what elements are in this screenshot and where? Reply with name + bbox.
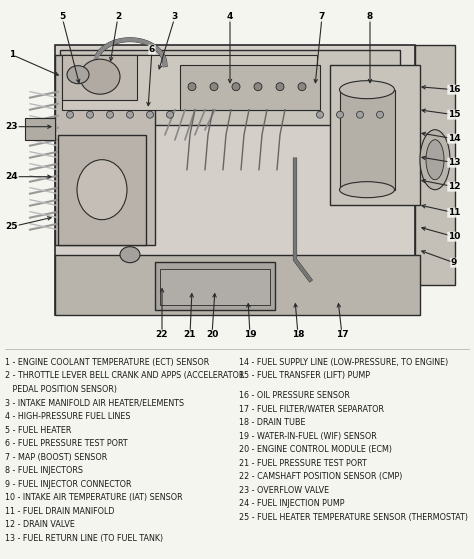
Text: 5 - FUEL HEATER: 5 - FUEL HEATER bbox=[5, 425, 71, 434]
Ellipse shape bbox=[337, 111, 344, 118]
Text: 3 - INTAKE MANIFOLD AIR HEATER/ELEMENTS: 3 - INTAKE MANIFOLD AIR HEATER/ELEMENTS bbox=[5, 399, 184, 408]
Ellipse shape bbox=[66, 111, 73, 118]
Bar bbox=[25, 118, 55, 140]
Text: 6 - FUEL PRESSURE TEST PORT: 6 - FUEL PRESSURE TEST PORT bbox=[5, 439, 128, 448]
Text: 10 - INTAKE AIR TEMPERATURE (IAT) SENSOR: 10 - INTAKE AIR TEMPERATURE (IAT) SENSOR bbox=[5, 494, 182, 503]
Bar bbox=[60, 50, 400, 125]
Text: 10: 10 bbox=[448, 232, 460, 241]
Ellipse shape bbox=[254, 83, 262, 91]
Text: 12: 12 bbox=[448, 182, 460, 191]
Bar bbox=[160, 269, 270, 305]
Text: 17: 17 bbox=[336, 330, 348, 339]
Text: 22: 22 bbox=[156, 330, 168, 339]
Text: 24: 24 bbox=[6, 172, 18, 181]
Ellipse shape bbox=[232, 83, 240, 91]
Text: 16: 16 bbox=[448, 85, 460, 94]
Bar bbox=[55, 55, 155, 245]
Text: 18 - DRAIN TUBE: 18 - DRAIN TUBE bbox=[239, 418, 306, 427]
Ellipse shape bbox=[80, 59, 120, 94]
Ellipse shape bbox=[426, 140, 444, 179]
Ellipse shape bbox=[376, 111, 383, 118]
Ellipse shape bbox=[77, 160, 127, 220]
Bar bbox=[62, 55, 317, 110]
Text: 9 - FUEL INJECTOR CONNECTOR: 9 - FUEL INJECTOR CONNECTOR bbox=[5, 480, 131, 489]
Text: 19: 19 bbox=[244, 330, 256, 339]
Text: 24 - FUEL INJECTION PUMP: 24 - FUEL INJECTION PUMP bbox=[239, 499, 345, 509]
Text: 19 - WATER-IN-FUEL (WIF) SENSOR: 19 - WATER-IN-FUEL (WIF) SENSOR bbox=[239, 432, 377, 440]
Text: 2 - THROTTLE LEVER BELL CRANK AND APPS (ACCELERATOR: 2 - THROTTLE LEVER BELL CRANK AND APPS (… bbox=[5, 371, 244, 380]
Bar bbox=[340, 89, 395, 190]
Text: 25 - FUEL HEATER TEMPERATURE SENSOR (THERMOSTAT): 25 - FUEL HEATER TEMPERATURE SENSOR (THE… bbox=[239, 513, 468, 522]
Text: 4 - HIGH-PRESSURE FUEL LINES: 4 - HIGH-PRESSURE FUEL LINES bbox=[5, 412, 130, 421]
Text: 4: 4 bbox=[227, 12, 233, 21]
Text: 7: 7 bbox=[319, 12, 325, 21]
Text: 1: 1 bbox=[9, 50, 15, 59]
Text: 22 - CAMSHAFT POSITION SENSOR (CMP): 22 - CAMSHAFT POSITION SENSOR (CMP) bbox=[239, 472, 403, 481]
Ellipse shape bbox=[339, 182, 394, 198]
Text: 11: 11 bbox=[448, 208, 460, 217]
Text: 16 - OIL PRESSURE SENSOR: 16 - OIL PRESSURE SENSOR bbox=[239, 391, 350, 400]
Bar bbox=[415, 45, 455, 285]
Ellipse shape bbox=[86, 111, 93, 118]
Text: 3: 3 bbox=[172, 12, 178, 21]
Ellipse shape bbox=[356, 111, 364, 118]
Ellipse shape bbox=[317, 111, 323, 118]
Text: 5: 5 bbox=[59, 12, 65, 21]
Text: PEDAL POSITION SENSOR): PEDAL POSITION SENSOR) bbox=[5, 385, 117, 394]
Text: 11 - FUEL DRAIN MANIFOLD: 11 - FUEL DRAIN MANIFOLD bbox=[5, 507, 114, 516]
Bar bbox=[55, 45, 415, 315]
Ellipse shape bbox=[298, 83, 306, 91]
Text: 15 - FUEL TRANSFER (LIFT) PUMP: 15 - FUEL TRANSFER (LIFT) PUMP bbox=[239, 371, 370, 380]
Text: 20 - ENGINE CONTROL MODULE (ECM): 20 - ENGINE CONTROL MODULE (ECM) bbox=[239, 445, 392, 454]
Text: 17 - FUEL FILTER/WATER SEPARATOR: 17 - FUEL FILTER/WATER SEPARATOR bbox=[239, 405, 384, 414]
Text: 7 - MAP (BOOST) SENSOR: 7 - MAP (BOOST) SENSOR bbox=[5, 453, 107, 462]
Text: 8: 8 bbox=[367, 12, 373, 21]
Text: 15: 15 bbox=[448, 110, 460, 119]
Text: 9: 9 bbox=[451, 258, 457, 267]
Text: 6: 6 bbox=[149, 45, 155, 54]
Ellipse shape bbox=[339, 80, 394, 99]
Ellipse shape bbox=[188, 83, 196, 91]
Ellipse shape bbox=[276, 83, 284, 91]
Text: 14 - FUEL SUPPLY LINE (LOW-PRESSURE, TO ENGINE): 14 - FUEL SUPPLY LINE (LOW-PRESSURE, TO … bbox=[239, 358, 448, 367]
Text: 18: 18 bbox=[292, 330, 304, 339]
Ellipse shape bbox=[67, 66, 89, 84]
Bar bbox=[58, 135, 146, 245]
Text: 14: 14 bbox=[447, 134, 460, 143]
Text: 25: 25 bbox=[6, 222, 18, 231]
Text: 23: 23 bbox=[6, 122, 18, 131]
Text: 1 - ENGINE COOLANT TEMPERATURE (ECT) SENSOR: 1 - ENGINE COOLANT TEMPERATURE (ECT) SEN… bbox=[5, 358, 209, 367]
Ellipse shape bbox=[107, 111, 113, 118]
Bar bbox=[180, 65, 320, 110]
Bar bbox=[155, 262, 275, 310]
Text: 23 - OVERFLOW VALVE: 23 - OVERFLOW VALVE bbox=[239, 486, 329, 495]
Ellipse shape bbox=[166, 111, 173, 118]
Text: 13: 13 bbox=[448, 158, 460, 167]
Ellipse shape bbox=[127, 111, 134, 118]
Ellipse shape bbox=[120, 247, 140, 263]
Ellipse shape bbox=[420, 130, 450, 190]
Text: 20: 20 bbox=[206, 330, 218, 339]
Ellipse shape bbox=[146, 111, 154, 118]
Text: 2: 2 bbox=[115, 12, 121, 21]
Text: 8 - FUEL INJECTORS: 8 - FUEL INJECTORS bbox=[5, 466, 83, 475]
Bar bbox=[62, 55, 137, 100]
Text: 13 - FUEL RETURN LINE (TO FUEL TANK): 13 - FUEL RETURN LINE (TO FUEL TANK) bbox=[5, 534, 163, 543]
Bar bbox=[55, 255, 420, 315]
Ellipse shape bbox=[210, 83, 218, 91]
Bar bbox=[330, 65, 420, 205]
Text: 21: 21 bbox=[184, 330, 196, 339]
Text: 21 - FUEL PRESSURE TEST PORT: 21 - FUEL PRESSURE TEST PORT bbox=[239, 459, 367, 468]
Text: 12 - DRAIN VALVE: 12 - DRAIN VALVE bbox=[5, 520, 74, 529]
